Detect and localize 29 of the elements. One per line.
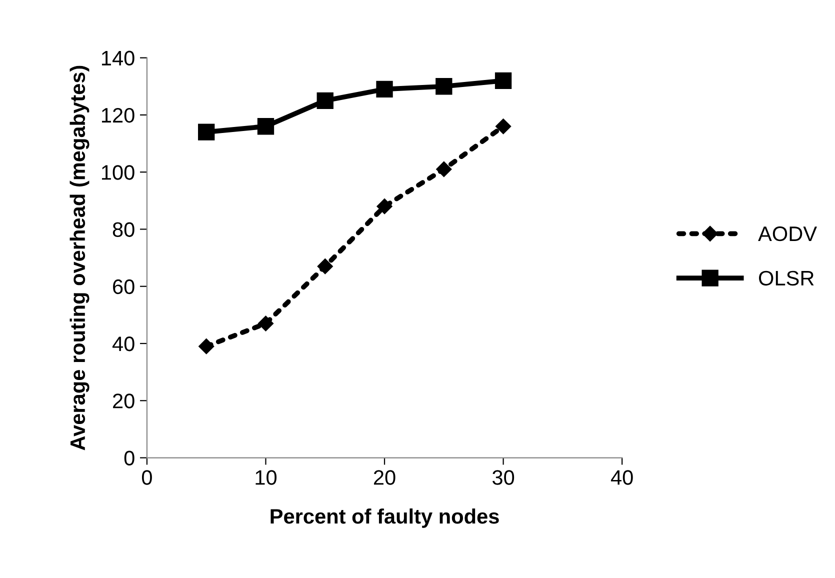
point bbox=[376, 80, 393, 98]
legend-label: OLSR bbox=[758, 270, 814, 286]
x-tick-label: 40 bbox=[610, 470, 633, 485]
y-axis-title: Average routing overhead (megabytes) bbox=[70, 66, 90, 450]
point bbox=[198, 124, 215, 140]
point bbox=[316, 92, 334, 109]
y-tick-label: 120 bbox=[102, 108, 134, 123]
y-tick-label: 100 bbox=[102, 165, 134, 180]
y-tick-label: 40 bbox=[112, 336, 134, 352]
y-tick-label: 80 bbox=[112, 222, 134, 237]
point bbox=[436, 161, 452, 177]
x-tick-label: 10 bbox=[256, 470, 277, 485]
x-tick-label: 0 bbox=[142, 470, 152, 485]
point bbox=[198, 338, 214, 354]
point bbox=[376, 198, 392, 214]
x-tick-label: 30 bbox=[492, 470, 514, 485]
point bbox=[257, 118, 274, 135]
y-tick-label: 0 bbox=[124, 450, 134, 466]
legend-label: AODV bbox=[758, 226, 817, 242]
point bbox=[496, 118, 512, 134]
point bbox=[258, 316, 274, 332]
point bbox=[436, 78, 452, 95]
x-tick-label: 20 bbox=[374, 470, 396, 485]
point bbox=[317, 258, 333, 274]
y-tick-label: 140 bbox=[102, 50, 134, 66]
point bbox=[494, 72, 512, 89]
y-tick-label: 20 bbox=[113, 394, 134, 408]
x-axis-title: Percent of faulty nodes bbox=[270, 508, 499, 528]
y-tick-label: 60 bbox=[113, 279, 134, 294]
